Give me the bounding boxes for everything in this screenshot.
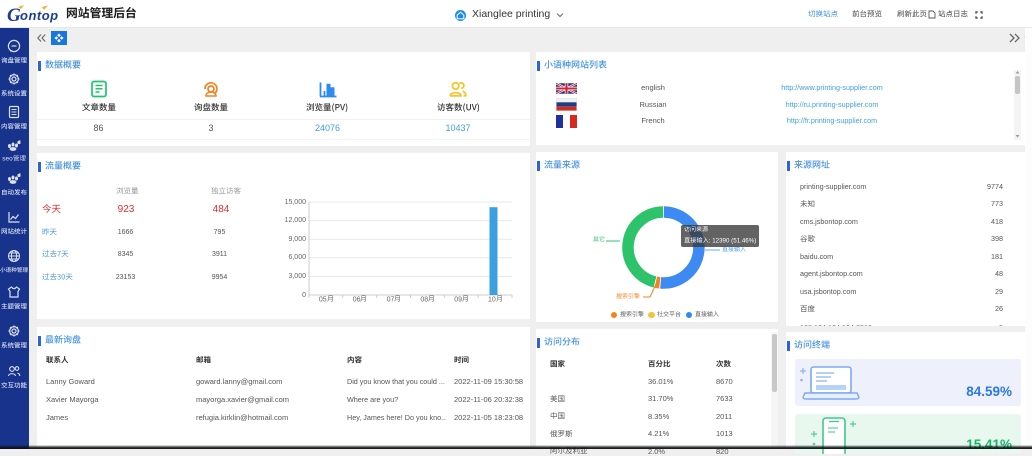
svg-text:G: G	[7, 5, 21, 26]
svg-text:ontop: ontop	[20, 8, 59, 23]
